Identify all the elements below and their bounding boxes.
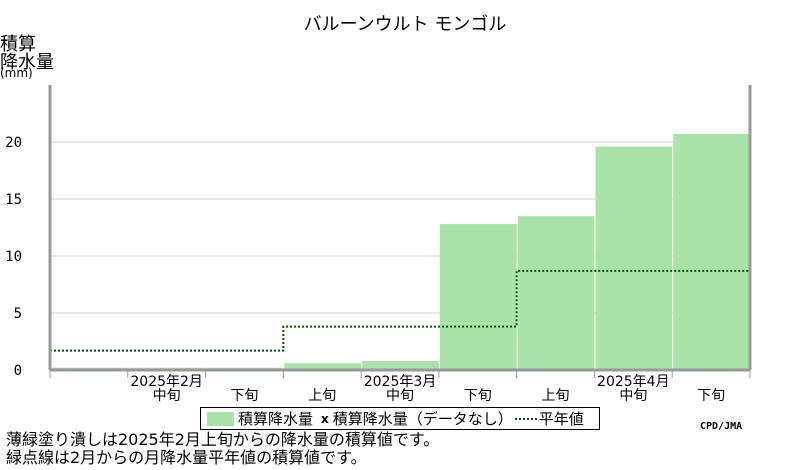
y-tick-label: 0: [14, 363, 22, 379]
y-axis-label-line1: 積算: [0, 34, 36, 55]
x-month-label: 2025年2月: [130, 374, 203, 390]
legend-fill-label: 積算降水量: [238, 410, 314, 428]
x-tick-label: 下旬: [464, 388, 492, 404]
x-tick-label: 上旬: [308, 388, 336, 404]
x-month-label: 2025年4月: [597, 374, 670, 390]
y-axis-label: 積算 降水量 (mm): [0, 34, 54, 80]
x-tick-label: 上旬: [542, 388, 570, 404]
legend-dotted-line: [514, 417, 537, 420]
chart-title: バルーンウルト モンゴル: [304, 14, 507, 35]
y-tick-label: 10: [5, 249, 22, 265]
y-tick-label: 5: [14, 306, 22, 322]
x-tick-label: 下旬: [230, 388, 258, 404]
accumulated-bar: [517, 216, 595, 370]
y-tick-label: 20: [5, 135, 22, 151]
x-tick-label: 中旬: [386, 388, 414, 404]
accumulated-bar: [284, 363, 362, 370]
legend-fill-swatch: [207, 411, 234, 426]
normal-step-line: [50, 269, 750, 352]
accumulated-bar: [595, 146, 673, 370]
accumulated-bar: [673, 134, 750, 370]
x-tick-label: 中旬: [153, 388, 181, 404]
x-month-label: 2025年3月: [364, 374, 437, 390]
y-tick-label: 15: [5, 192, 22, 208]
accumulated-bar: [362, 360, 439, 370]
accumulated-bar: [439, 224, 517, 370]
y-axis-label-line2: 降水量: [0, 52, 54, 73]
note-1: 薄緑塗り潰しは2025年2月上旬からの降水量の積算値です。: [6, 430, 440, 449]
x-tick-label: 中旬: [619, 388, 647, 404]
legend-x-marker: x: [321, 411, 329, 426]
x-tick-label: 下旬: [697, 388, 725, 404]
y-axis-label-unit: (mm): [0, 66, 33, 80]
legend-x-label: 積算降水量（データなし）: [332, 410, 513, 428]
legend-normal-label: 平年値: [538, 410, 584, 428]
legend: 積算降水量 x 積算降水量（データなし） 平年値: [200, 407, 600, 430]
credit: CPD/JMA: [700, 421, 743, 432]
note-2: 緑点線は2月からの月降水量平年値の積算値です。: [6, 448, 367, 467]
